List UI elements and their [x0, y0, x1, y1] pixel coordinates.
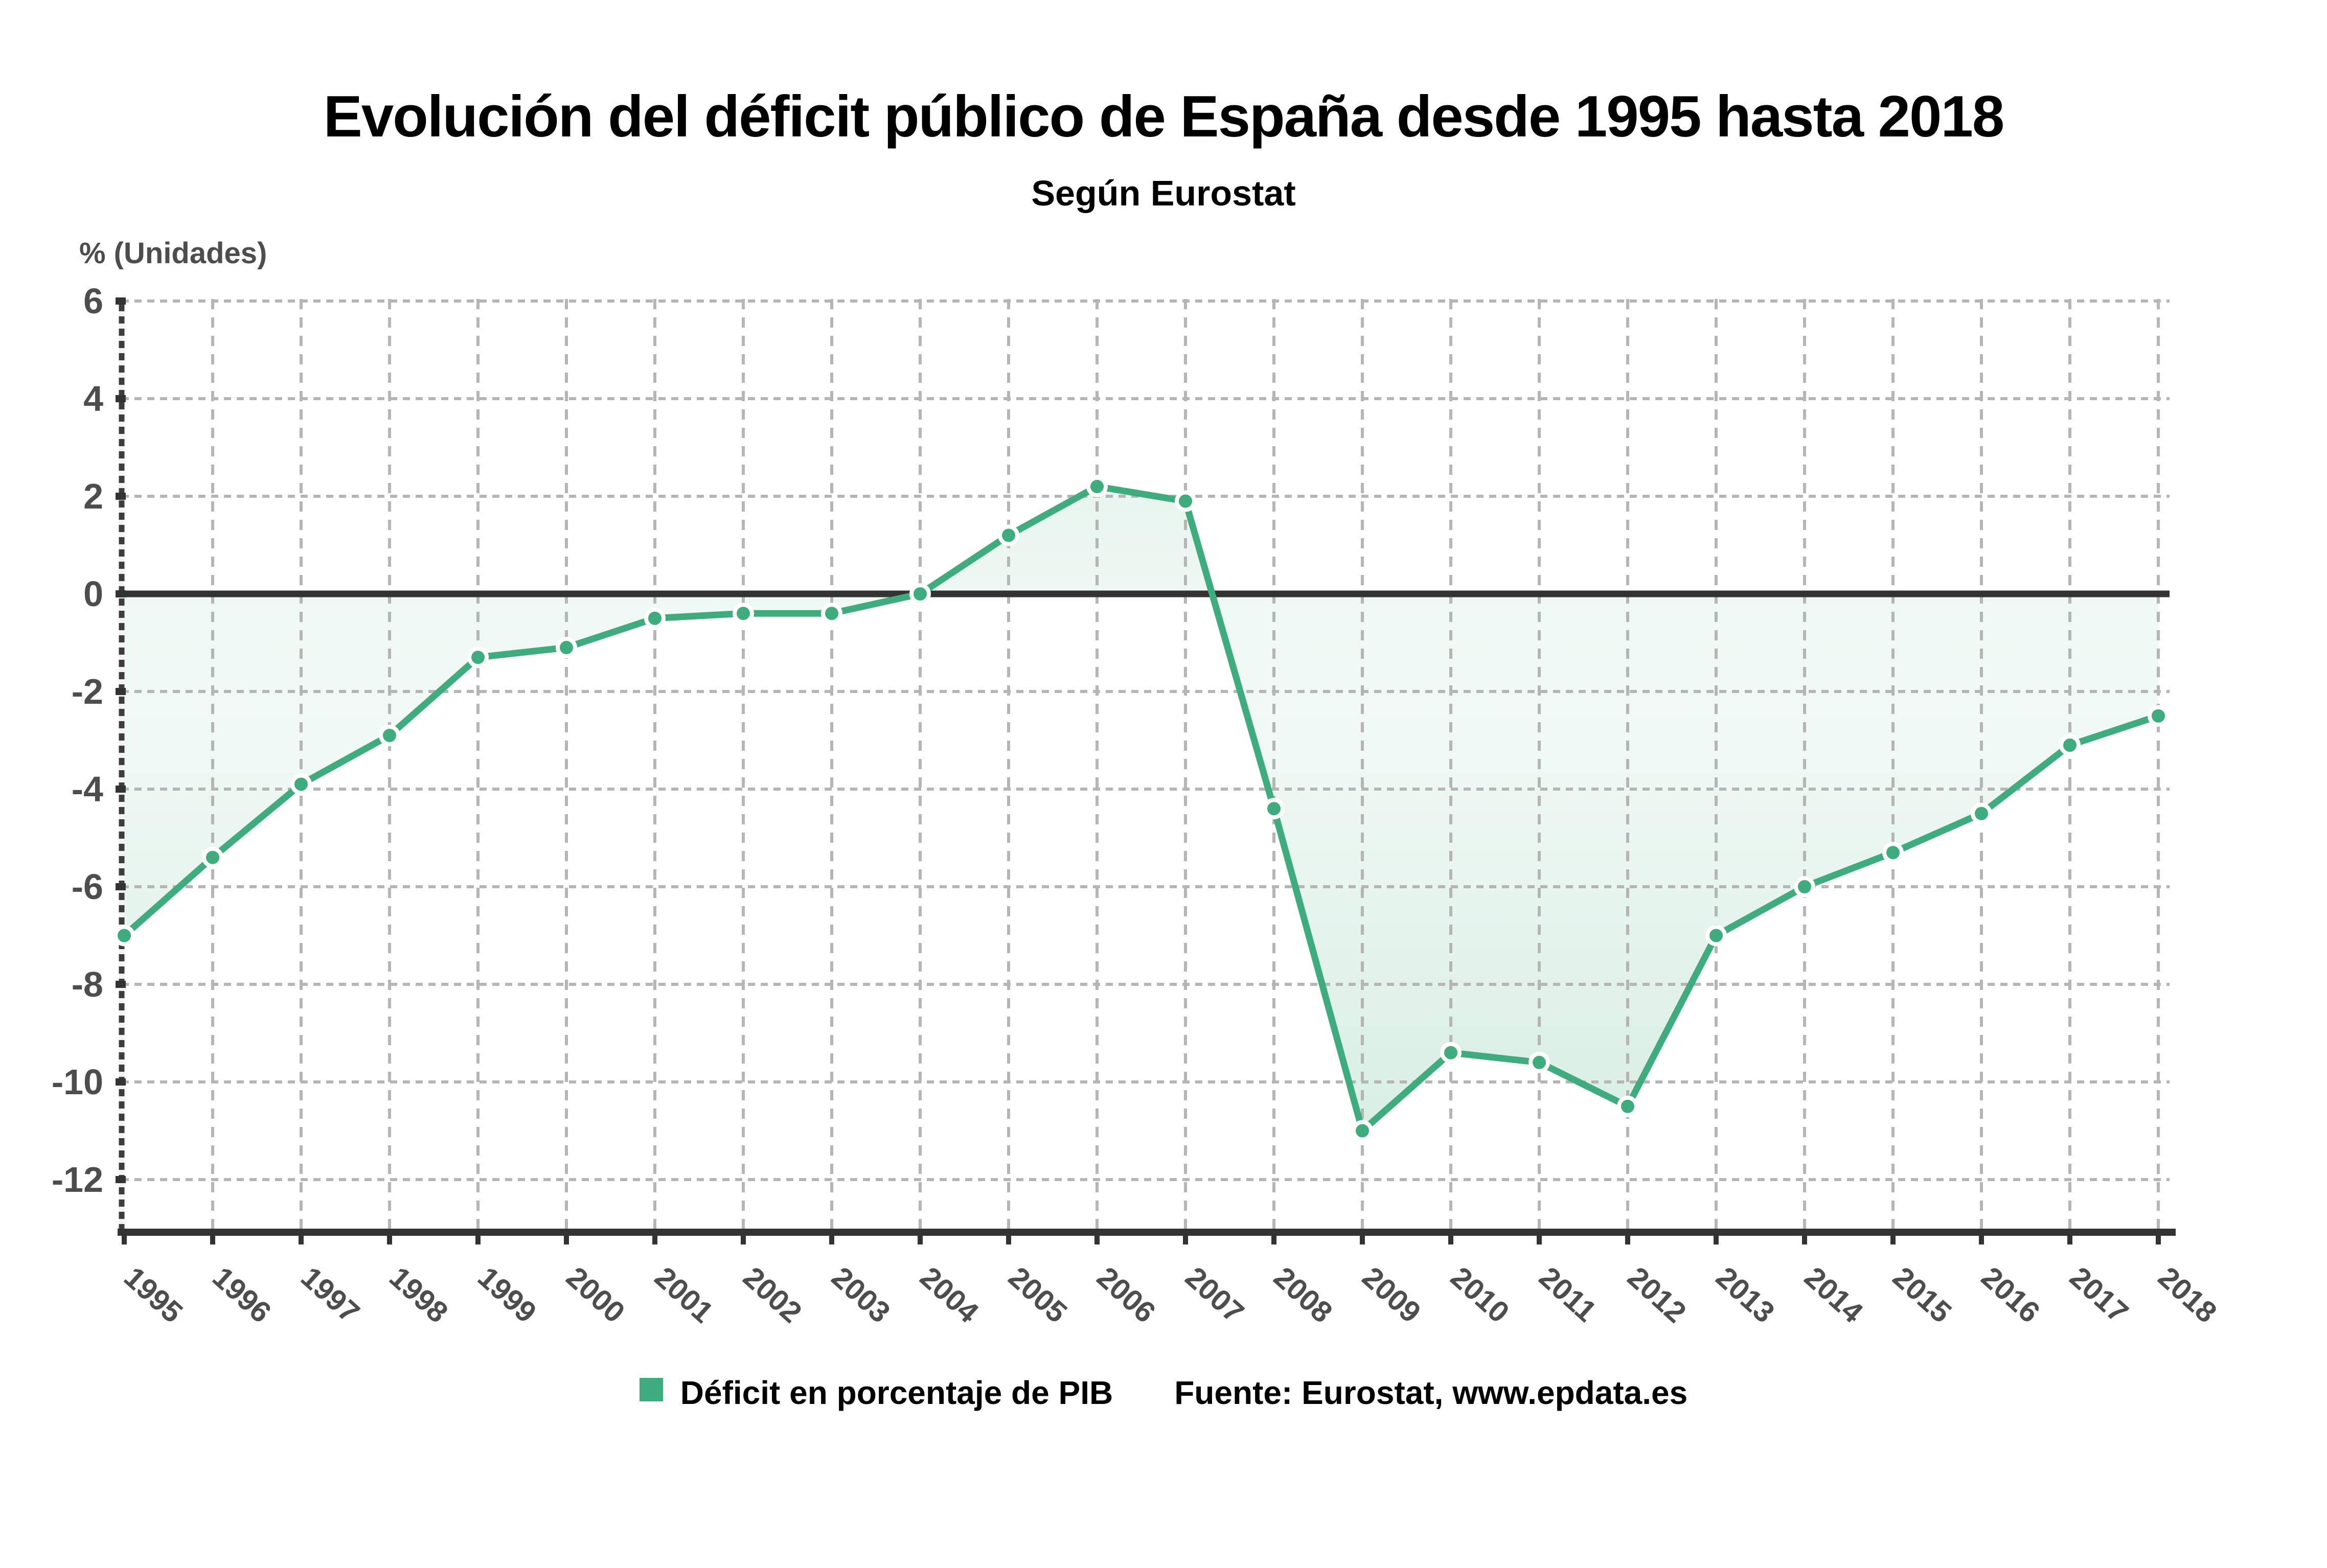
x-label-2001: 2001: [648, 1260, 719, 1329]
y-tick--10: [116, 1078, 126, 1086]
x-label-2010: 2010: [1444, 1260, 1515, 1329]
data-points: [113, 475, 2169, 1142]
y-axis-labels: 6 4 2 0 -2 -4 -6 -8 -10 -12: [52, 281, 103, 1200]
point-1997[interactable]: [290, 773, 312, 795]
chart-title: Evolución del déficit público de España …: [323, 84, 2005, 149]
y-axis: [116, 297, 126, 1232]
x-label-2004: 2004: [914, 1260, 985, 1329]
point-2014[interactable]: [1794, 876, 1815, 897]
x-label-2003: 2003: [825, 1260, 896, 1329]
x-label-1997: 1997: [294, 1260, 366, 1329]
y-label-4: 4: [83, 379, 103, 419]
point-2016[interactable]: [1971, 802, 1992, 824]
deficit-line: [121, 483, 2162, 1134]
x-label-2000: 2000: [560, 1260, 631, 1329]
vertical-gridlines: [211, 299, 2160, 1232]
y-tick--6: [116, 883, 126, 890]
x-label-2017: 2017: [2063, 1260, 2134, 1329]
x-label-2013: 2013: [1709, 1260, 1781, 1329]
point-2013[interactable]: [1705, 925, 1727, 947]
y-label--4: -4: [72, 769, 103, 809]
y-label--2: -2: [72, 672, 103, 711]
y-label--6: -6: [72, 867, 103, 907]
x-label-2011: 2011: [1533, 1260, 1603, 1328]
point-2008[interactable]: [1263, 798, 1285, 820]
x-label-2014: 2014: [1798, 1260, 1869, 1329]
x-label-2012: 2012: [1621, 1260, 1692, 1329]
x-label-1999: 1999: [471, 1260, 542, 1329]
deficit-area-fill: [124, 486, 2158, 1131]
x-label-2015: 2015: [1886, 1260, 1957, 1329]
point-2018[interactable]: [2148, 705, 2169, 727]
series-area: [124, 486, 2158, 1131]
point-2007[interactable]: [1175, 490, 1196, 512]
y-tick-6: [116, 297, 126, 305]
y-tick--8: [116, 981, 126, 988]
x-label-2016: 2016: [1975, 1260, 2046, 1329]
y-tick--12: [116, 1176, 126, 1183]
point-2003[interactable]: [821, 603, 842, 625]
x-axis: [118, 1229, 2176, 1244]
x-label-1998: 1998: [383, 1260, 454, 1329]
x-label-2018: 2018: [2152, 1260, 2223, 1329]
y-label--8: -8: [72, 964, 103, 1004]
point-2005[interactable]: [998, 524, 1019, 546]
legend-label: Déficit en porcentaje de PIB: [680, 1374, 1113, 1411]
horizontal-gridlines: [122, 299, 2170, 1181]
y-label-6: 6: [83, 281, 103, 321]
y-label--12: -12: [52, 1160, 103, 1200]
x-label-2006: 2006: [1090, 1260, 1161, 1329]
point-1998[interactable]: [379, 724, 400, 746]
point-1996[interactable]: [202, 846, 223, 868]
x-axis-labels: 1995 1996 1997 1998 1999 2000 2001 2002 2003 2004…: [118, 1260, 2223, 1329]
y-tick--2: [116, 688, 126, 695]
y-tick-4: [116, 395, 126, 402]
point-1999[interactable]: [467, 647, 489, 668]
point-1995[interactable]: [113, 925, 135, 947]
y-label-0: 0: [83, 574, 103, 614]
chart-subtitle: Según Eurostat: [1031, 173, 1296, 213]
y-tick-2: [116, 493, 126, 500]
point-2009[interactable]: [1352, 1120, 1373, 1142]
point-2012[interactable]: [1617, 1095, 1638, 1117]
point-2004[interactable]: [909, 583, 931, 605]
y-tick--4: [116, 786, 126, 793]
point-2000[interactable]: [556, 637, 577, 659]
x-label-1996: 1996: [206, 1260, 277, 1329]
x-label-2008: 2008: [1267, 1260, 1338, 1329]
legend-swatch-icon: [639, 1378, 663, 1401]
point-2010[interactable]: [1440, 1042, 1462, 1064]
series-line: [121, 483, 2162, 1134]
x-label-2007: 2007: [1179, 1260, 1250, 1329]
point-2001[interactable]: [644, 607, 666, 629]
x-label-2009: 2009: [1356, 1260, 1427, 1329]
point-2017[interactable]: [2059, 734, 2081, 756]
y-tick-0: [116, 590, 126, 597]
x-label-2002: 2002: [737, 1260, 808, 1329]
point-2015[interactable]: [1882, 842, 1904, 864]
y-label--10: -10: [52, 1062, 103, 1102]
x-label-2005: 2005: [1002, 1260, 1073, 1329]
source-credit: Fuente: Eurostat, www.epdata.es: [1174, 1374, 1688, 1411]
legend-item-deficit[interactable]: Déficit en porcentaje de PIB: [639, 1374, 1113, 1412]
legend-row: Déficit en porcentaje de PIB Fuente: Eur…: [0, 1374, 2327, 1412]
point-2006[interactable]: [1086, 475, 1108, 497]
y-axis-title: % (Unidades): [79, 237, 267, 270]
x-label-1995: 1995: [118, 1260, 189, 1329]
point-2011[interactable]: [1528, 1051, 1550, 1073]
y-label-2: 2: [83, 476, 103, 516]
point-2002[interactable]: [733, 603, 754, 625]
